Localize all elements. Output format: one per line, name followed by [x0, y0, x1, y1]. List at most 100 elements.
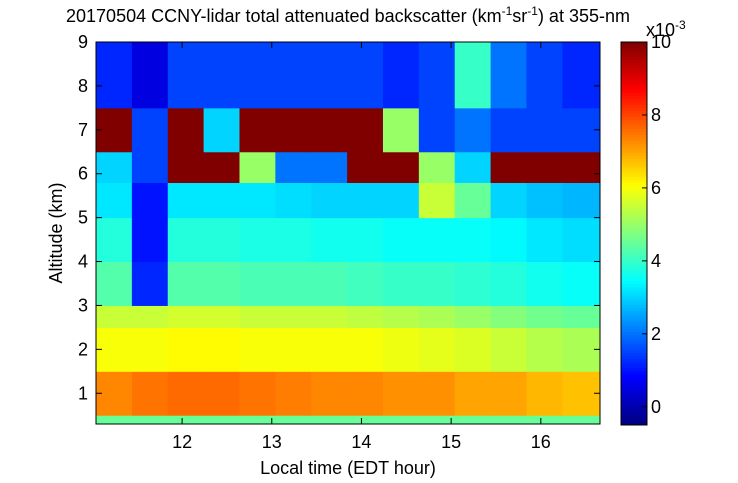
colorbar-step [621, 236, 647, 240]
heat-cell [562, 182, 601, 219]
colorbar-step [621, 146, 647, 151]
heat-cell [347, 305, 384, 328]
colorbar-step [621, 320, 647, 324]
heat-cell [275, 261, 312, 306]
colorbar-step [621, 164, 647, 169]
heat-cell [454, 182, 492, 219]
heat-cell [131, 42, 169, 109]
colorbar-tick-label: 8 [651, 105, 661, 125]
heat-cell [131, 107, 169, 153]
colorbar-step [621, 311, 647, 315]
heat-cell [131, 305, 169, 328]
colorbar-step [621, 149, 647, 154]
heat-cell [275, 107, 312, 153]
colorbar-step [621, 143, 647, 148]
heat-cell [382, 415, 420, 425]
colorbar-base: x10 [646, 20, 675, 40]
colorbar-step [621, 95, 647, 100]
heat-cell [382, 42, 420, 109]
heat-cell [203, 151, 240, 184]
heat-cell [311, 42, 348, 109]
heat-cell [131, 327, 169, 372]
colorbar-step [621, 281, 647, 285]
heat-cell [96, 415, 133, 425]
heat-cell [239, 261, 276, 306]
heat-cell [239, 42, 276, 109]
heat-cell [347, 217, 384, 263]
colorbar-step [621, 290, 647, 294]
colorbar-step [621, 227, 647, 232]
heat-cell [382, 182, 420, 219]
heat-cell [167, 261, 205, 306]
x-tick-label: 14 [351, 432, 371, 452]
heat-cell [131, 371, 169, 416]
heat-cell [418, 261, 456, 306]
heat-cell [239, 305, 276, 328]
heat-cell [562, 261, 601, 306]
heat-cell [347, 261, 384, 306]
heat-cell [96, 151, 133, 184]
heat-cell [562, 305, 601, 328]
colorbar-step [621, 233, 647, 237]
heat-cell [347, 415, 384, 425]
colorbar-step [621, 266, 647, 270]
colorbar-step [621, 335, 647, 339]
heat-cell [418, 305, 456, 328]
colorbar-step [621, 251, 647, 255]
x-axis-label: Local time (EDT hour) [260, 458, 436, 478]
heat-cell [131, 217, 169, 263]
colorbar-step [621, 68, 647, 73]
heat-cell [131, 151, 169, 184]
colorbar-step [621, 275, 647, 279]
heat-cell [96, 327, 133, 372]
colorbar-step [621, 155, 647, 160]
x-tick-label: 13 [262, 432, 282, 452]
colorbar-step [621, 254, 647, 258]
colorbar-step [621, 317, 647, 321]
colorbar-step [621, 419, 647, 423]
title-sup: -1 [527, 4, 538, 18]
heat-cell [418, 42, 456, 109]
heat-cell [203, 107, 240, 153]
heat-cell [203, 217, 240, 263]
heat-cell [239, 151, 276, 184]
colorbar-step [621, 422, 647, 426]
heat-cell [239, 217, 276, 263]
heat-cell [526, 327, 563, 372]
heat-cell [275, 371, 312, 416]
heat-cell [454, 327, 492, 372]
colorbar-step [621, 272, 647, 276]
chart-title: 20170504 CCNY-lidar total attenuated bac… [66, 4, 630, 26]
heat-cell [418, 151, 456, 184]
heat-cell [418, 107, 456, 153]
heat-cell [275, 327, 312, 372]
heat-cell [562, 42, 601, 109]
colorbar-step [621, 374, 647, 378]
colorbar-step [621, 98, 647, 103]
heat-cell [203, 42, 240, 109]
heat-cell [239, 327, 276, 372]
colorbar-step [621, 83, 647, 88]
colorbar-step [621, 356, 647, 360]
colorbar-step [621, 206, 647, 211]
heat-cell [131, 182, 169, 219]
colorbar-step [621, 188, 647, 193]
colorbar-step [621, 200, 647, 205]
colorbar-step [621, 338, 647, 342]
colorbar-step [621, 86, 647, 91]
colorbar-step [621, 260, 647, 264]
heat-cell [490, 327, 527, 372]
colorbar-tick-label: 4 [651, 251, 661, 271]
colorbar-step [621, 89, 647, 94]
colorbar-step [621, 215, 647, 220]
colorbar-step [621, 185, 647, 190]
colorbar-step [621, 221, 647, 226]
x-tick-label: 16 [531, 432, 551, 452]
y-tick-label: 7 [78, 120, 88, 140]
colorbar-step [621, 332, 647, 336]
heat-cell [311, 107, 348, 153]
y-tick-label: 9 [78, 32, 88, 52]
colorbar-step [621, 80, 647, 85]
colorbar-step [621, 329, 647, 333]
heat-cell [418, 182, 456, 219]
